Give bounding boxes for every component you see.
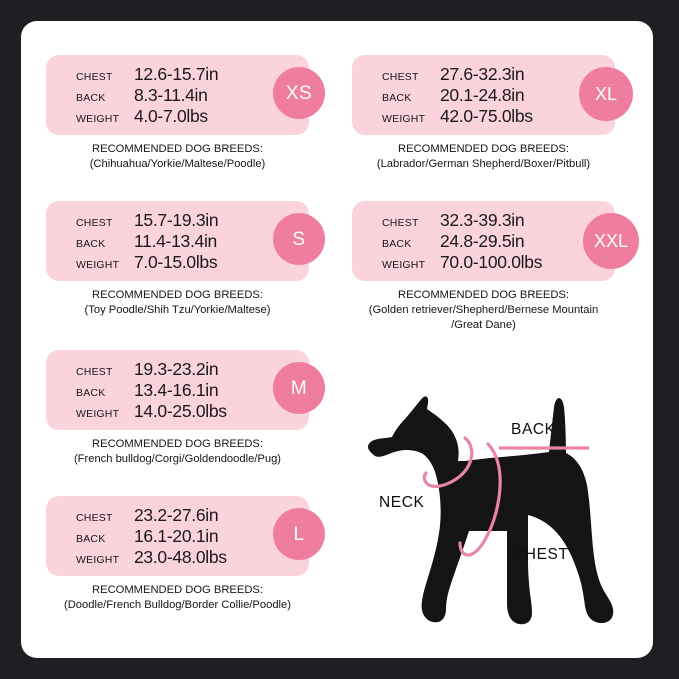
row-label-chest: CHEST xyxy=(382,70,419,83)
row-value-weight: 23.0-48.0lbs xyxy=(134,546,227,567)
row-label-back: BACK xyxy=(382,91,412,104)
breeds-caption-xxl: RECOMMENDED DOG BREEDS: (Golden retrieve… xyxy=(368,289,599,331)
row-label-weight: WEIGHT xyxy=(76,553,120,566)
row-value-weight: 42.0-75.0lbs xyxy=(440,105,533,126)
row-value-chest: 19.3-23.2in xyxy=(134,358,219,379)
size-card-xxl: CHEST 32.3-39.3in BACK 24.8-29.5in WEIGH… xyxy=(352,201,639,281)
row-label-weight: WEIGHT xyxy=(76,407,120,420)
row-label-back: BACK xyxy=(76,532,106,545)
measurement-rows: CHEST 19.3-23.2in BACK 13.4-16.1in WEIGH… xyxy=(46,350,309,430)
size-block-s: CHEST 15.7-19.3in BACK 11.4-13.4in WEIGH… xyxy=(46,201,325,318)
row-weight: WEIGHT 23.0-48.0lbs xyxy=(76,547,309,568)
row-back: BACK 20.1-24.8in xyxy=(382,85,615,106)
row-value-chest: 32.3-39.3in xyxy=(440,209,525,230)
row-label-weight: WEIGHT xyxy=(382,258,426,271)
size-block-m: CHEST 19.3-23.2in BACK 13.4-16.1in WEIGH… xyxy=(46,350,325,467)
row-value-back: 13.4-16.1in xyxy=(134,379,219,400)
row-label-chest: CHEST xyxy=(76,70,113,83)
size-card-s: CHEST 15.7-19.3in BACK 11.4-13.4in WEIGH… xyxy=(46,201,325,281)
row-value-weight: 7.0-15.0lbs xyxy=(134,251,218,272)
size-badge-xl: XL xyxy=(579,67,633,121)
row-back: BACK 11.4-13.4in xyxy=(76,231,309,252)
size-block-l: CHEST 23.2-27.6in BACK 16.1-20.1in WEIGH… xyxy=(46,496,325,613)
row-back: BACK 13.4-16.1in xyxy=(76,380,309,401)
label-neck: NECK xyxy=(379,494,425,511)
row-label-chest: CHEST xyxy=(382,216,419,229)
dog-silhouette-svg xyxy=(368,396,614,625)
chart-panel: CHEST 12.6-15.7in BACK 8.3-11.4in WEIGHT… xyxy=(21,21,653,658)
chest-measure-loop xyxy=(458,442,502,557)
row-label-weight: WEIGHT xyxy=(382,112,426,125)
row-label-weight: WEIGHT xyxy=(76,112,120,125)
row-back: BACK 16.1-20.1in xyxy=(76,526,309,547)
breeds-caption-m: RECOMMENDED DOG BREEDS: (French bulldog/… xyxy=(73,438,282,465)
measurement-rows: CHEST 27.6-32.3in BACK 20.1-24.8in WEIGH… xyxy=(352,55,615,135)
dog-silhouette-icon xyxy=(368,396,614,625)
neck-measure-loop xyxy=(422,436,474,488)
size-badge-l: L xyxy=(273,508,325,560)
row-weight: WEIGHT 4.0-7.0lbs xyxy=(76,106,309,127)
row-weight: WEIGHT 7.0-15.0lbs xyxy=(76,252,309,273)
row-chest: CHEST 12.6-15.7in xyxy=(76,64,309,85)
row-label-back: BACK xyxy=(76,386,106,399)
measurement-rows: CHEST 15.7-19.3in BACK 11.4-13.4in WEIGH… xyxy=(46,201,309,281)
row-value-weight: 70.0-100.0lbs xyxy=(440,251,543,272)
breeds-caption-l: RECOMMENDED DOG BREEDS: (Doodle/French B… xyxy=(64,584,291,611)
label-back: BACK xyxy=(511,421,556,438)
breeds-caption-s: RECOMMENDED DOG BREEDS: (Toy Poodle/Shih… xyxy=(84,289,271,316)
size-block-xl: CHEST 27.6-32.3in BACK 20.1-24.8in WEIGH… xyxy=(352,55,633,172)
row-chest: CHEST 19.3-23.2in xyxy=(76,359,309,380)
row-weight: WEIGHT 70.0-100.0lbs xyxy=(382,252,615,273)
row-value-weight: 14.0-25.0lbs xyxy=(134,400,227,421)
size-block-xs: CHEST 12.6-15.7in BACK 8.3-11.4in WEIGHT… xyxy=(46,55,325,172)
row-value-back: 20.1-24.8in xyxy=(440,84,525,105)
row-label-back: BACK xyxy=(76,91,106,104)
row-value-back: 16.1-20.1in xyxy=(134,525,219,546)
label-chest: CHEST xyxy=(513,546,569,563)
row-label-back: BACK xyxy=(382,237,412,250)
row-back: BACK 24.8-29.5in xyxy=(382,231,615,252)
row-value-chest: 27.6-32.3in xyxy=(440,63,525,84)
row-back: BACK 8.3-11.4in xyxy=(76,85,309,106)
row-value-back: 24.8-29.5in xyxy=(440,230,525,251)
row-chest: CHEST 15.7-19.3in xyxy=(76,210,309,231)
row-value-chest: 15.7-19.3in xyxy=(134,209,219,230)
breeds-caption-xl: RECOMMENDED DOG BREEDS: (Labrador/German… xyxy=(376,143,591,170)
size-card-m: CHEST 19.3-23.2in BACK 13.4-16.1in WEIGH… xyxy=(46,350,325,430)
row-label-weight: WEIGHT xyxy=(76,258,120,271)
row-label-back: BACK xyxy=(76,237,106,250)
size-card-l: CHEST 23.2-27.6in BACK 16.1-20.1in WEIGH… xyxy=(46,496,325,576)
row-chest: CHEST 23.2-27.6in xyxy=(76,505,309,526)
size-block-xxl: CHEST 32.3-39.3in BACK 24.8-29.5in WEIGH… xyxy=(352,201,639,333)
row-chest: CHEST 32.3-39.3in xyxy=(382,210,615,231)
size-badge-m: M xyxy=(273,362,325,414)
row-chest: CHEST 27.6-32.3in xyxy=(382,64,615,85)
row-weight: WEIGHT 42.0-75.0lbs xyxy=(382,106,615,127)
row-value-chest: 12.6-15.7in xyxy=(134,63,219,84)
size-card-xs: CHEST 12.6-15.7in BACK 8.3-11.4in WEIGHT… xyxy=(46,55,325,135)
row-value-back: 8.3-11.4in xyxy=(134,84,208,105)
row-label-chest: CHEST xyxy=(76,511,113,524)
size-badge-xs: XS xyxy=(273,67,325,119)
measurement-rows: CHEST 12.6-15.7in BACK 8.3-11.4in WEIGHT… xyxy=(46,55,309,135)
row-label-chest: CHEST xyxy=(76,365,113,378)
row-weight: WEIGHT 14.0-25.0lbs xyxy=(76,401,309,422)
row-value-chest: 23.2-27.6in xyxy=(134,504,219,525)
size-card-xl: CHEST 27.6-32.3in BACK 20.1-24.8in WEIGH… xyxy=(352,55,633,135)
measurement-rows: CHEST 32.3-39.3in BACK 24.8-29.5in WEIGH… xyxy=(352,201,615,281)
row-label-chest: CHEST xyxy=(76,216,113,229)
row-value-back: 11.4-13.4in xyxy=(134,230,217,251)
row-value-weight: 4.0-7.0lbs xyxy=(134,105,208,126)
breeds-caption-xs: RECOMMENDED DOG BREEDS: (Chihuahua/Yorki… xyxy=(89,143,266,170)
size-badge-xxl: XXL xyxy=(583,213,639,269)
measurement-rows: CHEST 23.2-27.6in BACK 16.1-20.1in WEIGH… xyxy=(46,496,309,576)
dog-measurement-diagram: BACK NECK CHEST xyxy=(361,381,653,646)
size-badge-s: S xyxy=(273,213,325,265)
